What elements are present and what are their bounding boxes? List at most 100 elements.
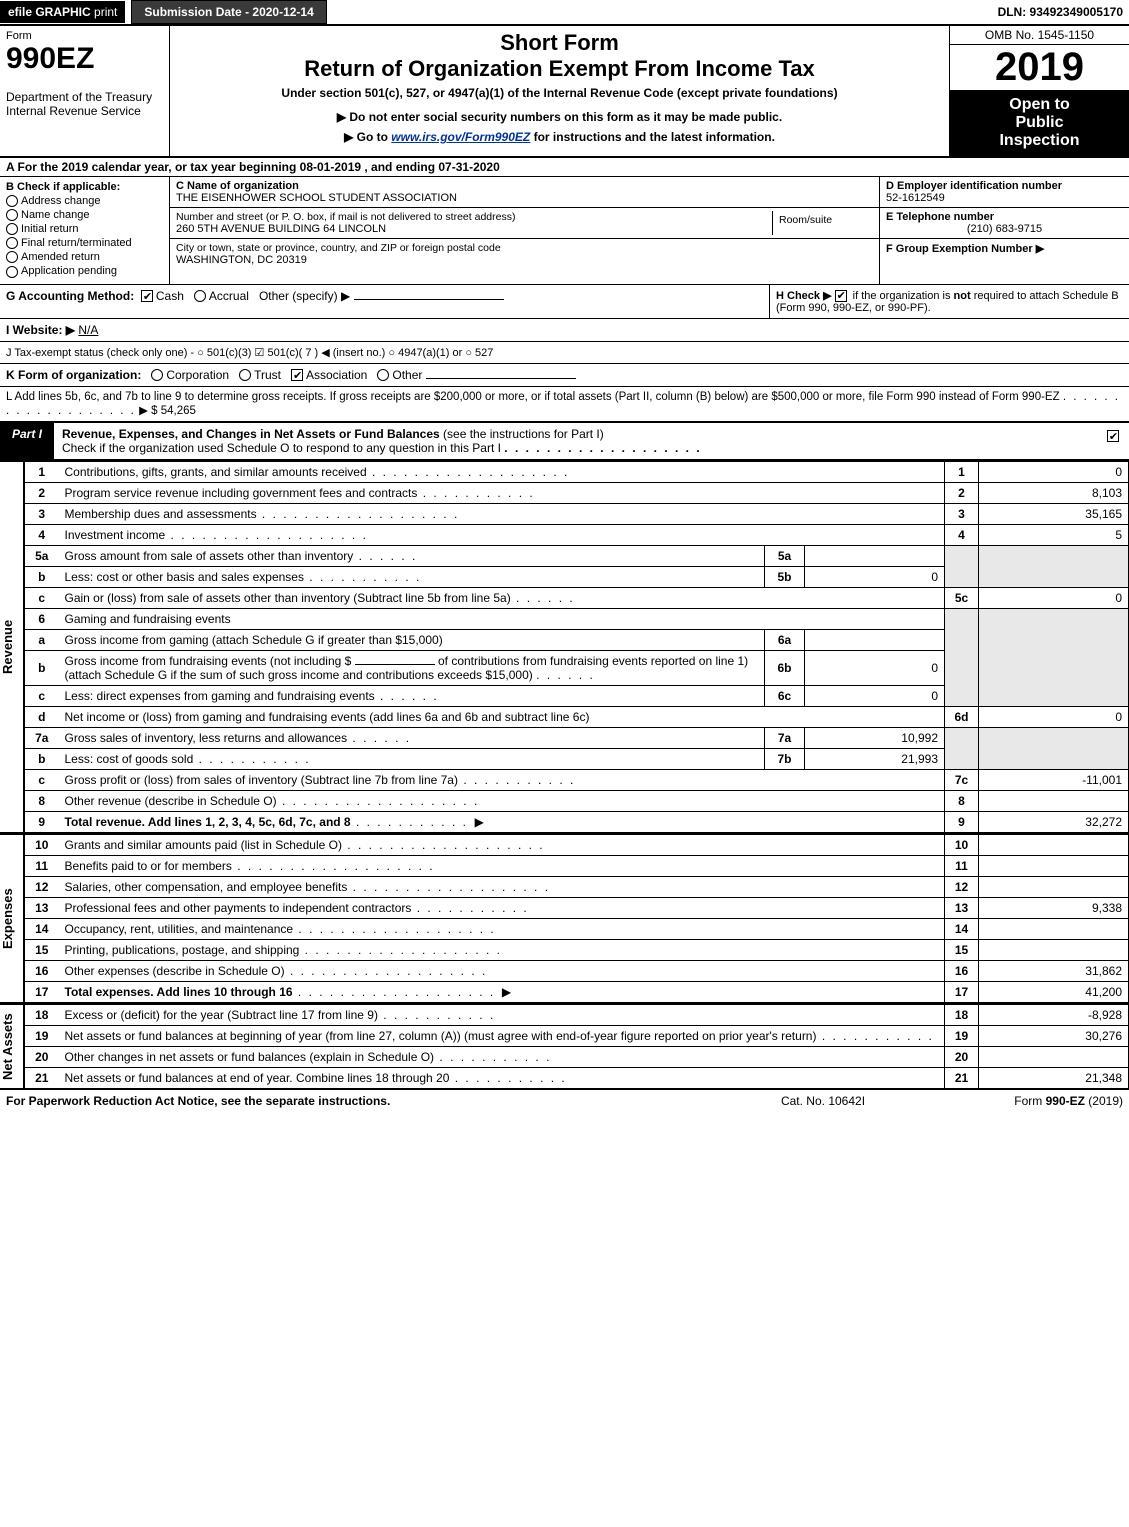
r5ab-rv-grey — [979, 545, 1129, 587]
r14-n: 14 — [25, 918, 59, 939]
print-link[interactable]: print — [94, 5, 117, 19]
r6d-rv: 0 — [979, 706, 1129, 727]
chk-trust[interactable] — [239, 369, 251, 381]
chk-accrual[interactable] — [194, 290, 206, 302]
r3-n: 3 — [25, 503, 59, 524]
chk-amended-return[interactable] — [6, 251, 18, 263]
row-6: 6 Gaming and fundraising events — [25, 608, 1129, 629]
l-val: $ 54,265 — [151, 405, 196, 417]
header-right: OMB No. 1545-1150 2019 Open to Public In… — [949, 26, 1129, 156]
chk-part1-schedule-o[interactable] — [1107, 430, 1119, 442]
r8-rv — [979, 790, 1129, 811]
r10-rn: 10 — [945, 834, 979, 855]
efile-text: efile GRAPHIC — [8, 5, 91, 19]
r12-n: 12 — [25, 876, 59, 897]
r7b-mn: 7b — [765, 748, 805, 769]
dln-label: DLN: 93492349005170 — [998, 5, 1129, 19]
r7c-rv: -11,001 — [979, 769, 1129, 790]
r15-dots — [299, 943, 502, 957]
chk-corp[interactable] — [151, 369, 163, 381]
form-number: 990EZ — [6, 42, 163, 76]
chk-application-pending[interactable] — [6, 266, 18, 278]
r16-dots — [285, 964, 488, 978]
chk-cash[interactable] — [141, 290, 153, 302]
d-ein-val: 52-1612549 — [886, 192, 1123, 204]
r2-dots — [417, 486, 534, 500]
r6c-mv: 0 — [805, 685, 945, 706]
r7c-dots — [458, 773, 575, 787]
r7b-n: b — [25, 748, 59, 769]
r19-rv: 30,276 — [979, 1025, 1129, 1046]
r20-n: 20 — [25, 1046, 59, 1067]
g-other-blank[interactable] — [354, 299, 504, 300]
row-14: 14 Occupancy, rent, utilities, and maint… — [25, 918, 1129, 939]
r17-rv: 41,200 — [979, 981, 1129, 1002]
row-16: 16 Other expenses (describe in Schedule … — [25, 960, 1129, 981]
short-form-title: Short Form — [178, 30, 941, 56]
open-to-public-box: Open to Public Inspection — [950, 90, 1129, 156]
r18-rn: 18 — [945, 1004, 979, 1025]
r6b-blank[interactable] — [355, 664, 435, 665]
irs-link[interactable]: www.irs.gov/Form990EZ — [391, 130, 530, 144]
revenue-side-label: Revenue — [0, 461, 24, 833]
r13-n: 13 — [25, 897, 59, 918]
chk-other-k[interactable] — [377, 369, 389, 381]
row-7a: 7a Gross sales of inventory, less return… — [25, 727, 1129, 748]
r11-d: Benefits paid to or for members — [65, 859, 232, 873]
h-not: not — [954, 290, 971, 302]
r20-rv — [979, 1046, 1129, 1067]
chk-h[interactable] — [835, 290, 847, 302]
box-b-title: B Check if applicable: — [6, 181, 163, 193]
r8-n: 8 — [25, 790, 59, 811]
r6b-mn: 6b — [765, 650, 805, 685]
r7a-d: Gross sales of inventory, less returns a… — [65, 731, 348, 745]
r10-n: 10 — [25, 834, 59, 855]
r18-dots — [378, 1008, 495, 1022]
r14-dots — [293, 922, 496, 936]
r8-rn: 8 — [945, 790, 979, 811]
r4-rv: 5 — [979, 524, 1129, 545]
row-13: 13 Professional fees and other payments … — [25, 897, 1129, 918]
line-l: L Add lines 5b, 6c, and 7b to line 9 to … — [0, 387, 1129, 423]
r6b-n: b — [25, 650, 59, 685]
line-k: K Form of organization: Corporation Trus… — [0, 364, 1129, 387]
footer-right: Form 990-EZ (2019) — [923, 1094, 1123, 1108]
r5ab-rn-grey — [945, 545, 979, 587]
k-other-blank[interactable] — [426, 378, 576, 379]
r7ab-rv-grey — [979, 727, 1129, 769]
c-name-val: THE EISENHOWER SCHOOL STUDENT ASSOCIATIO… — [176, 192, 873, 204]
r6-rn-grey — [945, 608, 979, 706]
r6b-mv: 0 — [805, 650, 945, 685]
r6a-d: Gross income from gaming (attach Schedul… — [65, 633, 443, 647]
part1-sub: (see the instructions for Part I) — [443, 427, 604, 441]
r17-rn: 17 — [945, 981, 979, 1002]
chk-assoc[interactable] — [291, 369, 303, 381]
r7c-n: c — [25, 769, 59, 790]
r10-d: Grants and similar amounts paid (list in… — [65, 838, 342, 852]
r7c-d: Gross profit or (loss) from sales of inv… — [65, 773, 458, 787]
part1-title: Revenue, Expenses, and Changes in Net As… — [54, 423, 1099, 459]
r4-dots — [165, 528, 368, 542]
chk-final-return[interactable] — [6, 237, 18, 249]
chk-address-change[interactable] — [6, 195, 18, 207]
r14-rn: 14 — [945, 918, 979, 939]
e-phone-lbl: E Telephone number — [886, 211, 1123, 223]
r7b-dots — [193, 752, 310, 766]
ssn-note: ▶ Do not enter social security numbers o… — [178, 110, 941, 124]
r16-rv: 31,862 — [979, 960, 1129, 981]
row-19: 19 Net assets or fund balances at beginn… — [25, 1025, 1129, 1046]
g-cash: Cash — [156, 289, 184, 303]
chk-name-change[interactable] — [6, 209, 18, 221]
r6c-n: c — [25, 685, 59, 706]
form-word: Form — [6, 30, 163, 42]
netassets-side-label: Net Assets — [0, 1004, 24, 1089]
r15-rn: 15 — [945, 939, 979, 960]
link-post: for instructions and the latest informat… — [534, 130, 775, 144]
line-h: H Check ▶ if the organization is not req… — [769, 285, 1129, 318]
r5a-mv — [805, 545, 945, 566]
r12-rn: 12 — [945, 876, 979, 897]
k-lbl: K Form of organization: — [6, 368, 141, 382]
chk-initial-return[interactable] — [6, 223, 18, 235]
tax-year: 2019 — [950, 45, 1129, 90]
r15-d: Printing, publications, postage, and shi… — [65, 943, 300, 957]
